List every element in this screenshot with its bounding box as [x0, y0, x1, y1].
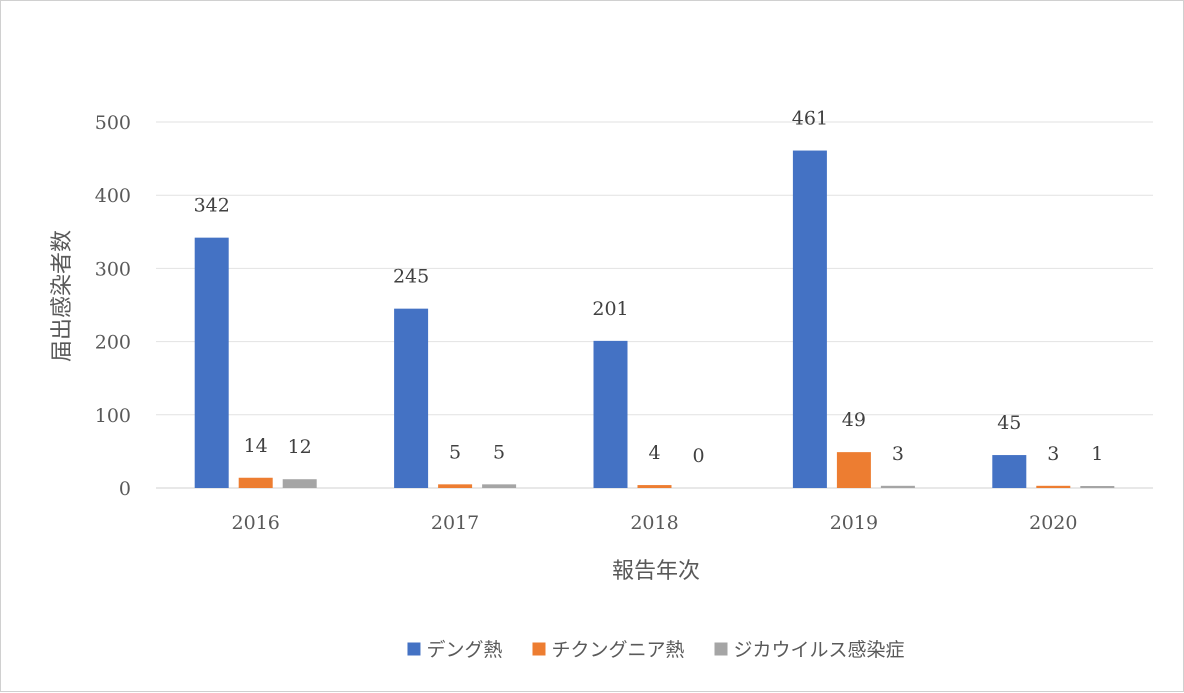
x-tick-label: 2018 — [630, 512, 678, 534]
x-axis-ticks: 2016 2017 2018 2019 2020 — [232, 512, 1078, 534]
y-tick-label: 300 — [95, 258, 131, 280]
bars — [194, 150, 1115, 488]
x-tick-label: 2020 — [1029, 512, 1077, 534]
data-label: 49 — [842, 409, 866, 431]
legend-item: デング熱 — [407, 639, 502, 661]
legend-label: ジカウイルス感染症 — [734, 639, 905, 661]
data-label: 5 — [493, 441, 505, 463]
y-tick-label: 0 — [119, 478, 131, 500]
bar — [593, 340, 628, 488]
bar — [836, 452, 871, 488]
bar — [880, 485, 915, 488]
data-label: 4 — [648, 442, 660, 464]
legend: デング熱 チクングニア熱 ジカウイルス感染症 — [407, 639, 905, 661]
x-tick-label: 2019 — [830, 512, 878, 534]
gridlines — [156, 121, 1153, 489]
x-tick-label: 2016 — [232, 512, 280, 534]
y-tick-label: 200 — [95, 332, 131, 354]
bar — [238, 477, 273, 488]
data-labels: 342 14 12 245 5 5 201 4 0 461 49 3 45 3 1 — [194, 108, 1104, 467]
data-label: 45 — [997, 412, 1021, 434]
bar — [194, 237, 229, 488]
data-label: 245 — [393, 266, 429, 288]
bar — [1080, 486, 1115, 488]
bar — [394, 308, 429, 488]
legend-swatch — [532, 642, 546, 656]
data-label: 14 — [244, 435, 268, 457]
data-label: 12 — [288, 436, 312, 458]
bar — [482, 484, 517, 488]
legend-swatch — [714, 642, 728, 656]
legend-label: チクングニア熱 — [551, 639, 684, 661]
legend-swatch — [407, 642, 421, 656]
bar — [637, 485, 672, 488]
y-tick-label: 500 — [95, 112, 131, 134]
data-label: 342 — [194, 195, 230, 217]
data-label: 3 — [892, 443, 904, 465]
data-label: 5 — [449, 441, 461, 463]
bar — [282, 479, 317, 488]
legend-item: チクングニア熱 — [532, 639, 685, 661]
y-tick-label: 400 — [95, 185, 131, 207]
y-tick-label: 100 — [95, 405, 131, 427]
data-label: 461 — [792, 108, 828, 130]
data-label: 201 — [592, 298, 628, 320]
legend-item: ジカウイルス感染症 — [714, 639, 905, 661]
y-axis-title: 届出感染者数 — [50, 230, 75, 362]
bar — [992, 455, 1027, 488]
x-axis-title: 報告年次 — [612, 559, 700, 584]
bar — [1036, 485, 1071, 488]
bar — [438, 484, 473, 488]
x-tick-label: 2017 — [431, 512, 479, 534]
data-label: 1 — [1091, 443, 1103, 465]
y-axis-ticks: 0 100 200 300 400 500 — [95, 112, 131, 500]
data-label: 3 — [1047, 443, 1059, 465]
data-label: 0 — [692, 445, 704, 467]
bar — [792, 150, 827, 488]
legend-label: デング熱 — [426, 639, 502, 661]
